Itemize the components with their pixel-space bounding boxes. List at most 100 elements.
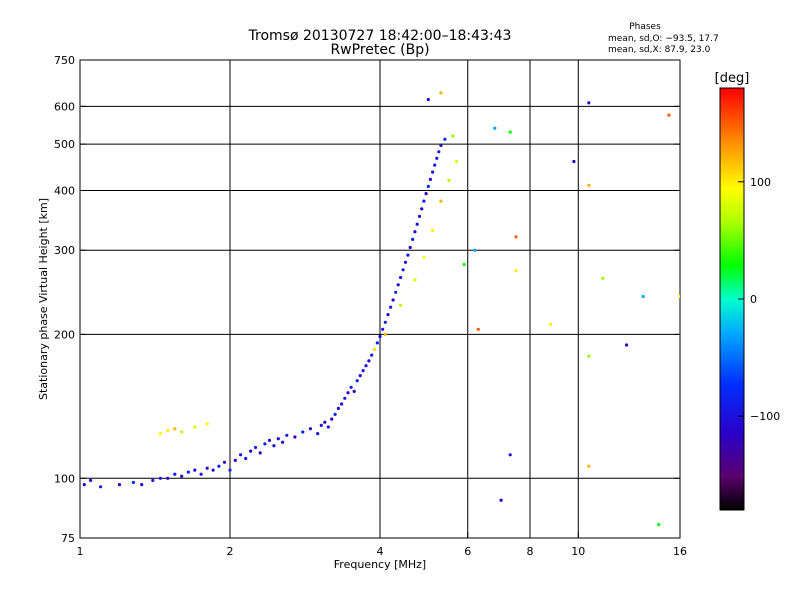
data-point (158, 476, 162, 480)
data-point (355, 379, 359, 383)
data-point (476, 327, 480, 331)
data-point (158, 432, 162, 436)
data-point (417, 214, 422, 218)
y-tick-label: 100 (54, 472, 75, 485)
data-point (285, 433, 289, 437)
x-tick-label: 4 (377, 545, 384, 558)
data-point (625, 343, 629, 347)
y-tick-label: 400 (54, 184, 75, 197)
data-point (667, 113, 671, 117)
data-point (587, 464, 591, 468)
data-point (413, 278, 417, 282)
data-point (258, 451, 262, 455)
data-point (678, 294, 680, 299)
data-point (408, 245, 412, 250)
x-tick-label: 6 (464, 545, 471, 558)
chart-title: Tromsø 20130727 18:42:00–18:43:43 (248, 28, 512, 44)
data-point (437, 150, 441, 154)
x-tick-label: 1 (77, 545, 84, 558)
data-point (326, 425, 330, 429)
data-point (426, 97, 430, 102)
data-point (249, 449, 253, 453)
data-point (151, 478, 155, 482)
data-point (253, 445, 258, 450)
data-point (657, 523, 661, 527)
data-point (205, 466, 209, 470)
data-point (420, 207, 424, 211)
data-point (361, 369, 365, 373)
axis-ticks: 1 2 4 6 8 10 16 75 100 200 300 400 500 600 750 (54, 54, 687, 558)
data-point (508, 130, 512, 134)
data-point (233, 458, 237, 462)
data-point (431, 170, 435, 174)
data-point (428, 177, 432, 181)
data-point (389, 305, 393, 309)
data-point (406, 253, 410, 257)
data-point (336, 406, 340, 410)
data-point (514, 269, 518, 273)
data-point (439, 199, 443, 203)
data-point (330, 417, 334, 421)
x-tick-label: 2 (227, 545, 234, 558)
data-point (433, 163, 437, 167)
data-point (587, 101, 591, 105)
data-point (383, 332, 387, 336)
data-point (217, 464, 221, 468)
x-axis-label: Frequency [MHz] (334, 558, 426, 571)
x-tick-label: 10 (571, 545, 585, 558)
data-point (415, 222, 419, 226)
y-tick-label: 75 (61, 532, 75, 545)
data-point (641, 294, 645, 299)
data-point (180, 474, 184, 478)
data-point (394, 290, 398, 294)
data-point (499, 498, 503, 502)
data-point (587, 354, 591, 358)
data-point (364, 364, 368, 368)
data-point (375, 341, 379, 345)
data-point (82, 483, 86, 487)
data-point (422, 199, 426, 203)
data-point (383, 320, 387, 324)
data-point (372, 347, 377, 352)
data-point (316, 432, 320, 436)
colorbar-ticks: 100 0 −100 (738, 176, 780, 423)
data-point (228, 468, 232, 472)
data-point (239, 453, 243, 457)
legend-line-x: mean, sd,X: 87.9, 23.0 (608, 45, 711, 55)
data-point (173, 472, 177, 476)
data-point (340, 402, 344, 406)
x-tick-label: 16 (673, 545, 687, 558)
y-tick-label: 750 (54, 54, 75, 67)
data-point (352, 389, 356, 393)
data-point (263, 442, 267, 446)
data-point (267, 438, 272, 442)
data-point (514, 235, 518, 239)
legend-line-o: mean, sd,O: −93.5, 17.7 (608, 34, 719, 44)
data-point (411, 237, 415, 241)
data-point (281, 440, 285, 444)
data-point (308, 427, 312, 431)
data-point (346, 391, 350, 395)
data-point (244, 456, 248, 461)
data-point (199, 472, 203, 476)
data-point (211, 468, 215, 472)
data-point (358, 374, 362, 378)
chart-subtitle: RwPretec (Bp) (330, 42, 429, 58)
data-point (173, 427, 177, 431)
data-point (455, 159, 459, 164)
data-point (403, 260, 408, 264)
colorbar-tick-label: −100 (750, 410, 780, 423)
data-point (549, 322, 553, 326)
data-point (431, 228, 435, 232)
data-point (587, 183, 591, 187)
y-tick-label: 200 (54, 328, 75, 341)
data-point (386, 313, 390, 317)
data-point (180, 430, 184, 434)
data-point (381, 327, 385, 331)
data-point (323, 420, 327, 424)
data-point (473, 248, 477, 252)
data-point (272, 444, 276, 448)
y-tick-label: 300 (54, 244, 75, 257)
data-point (343, 396, 347, 400)
y-tick-label: 600 (54, 100, 75, 113)
